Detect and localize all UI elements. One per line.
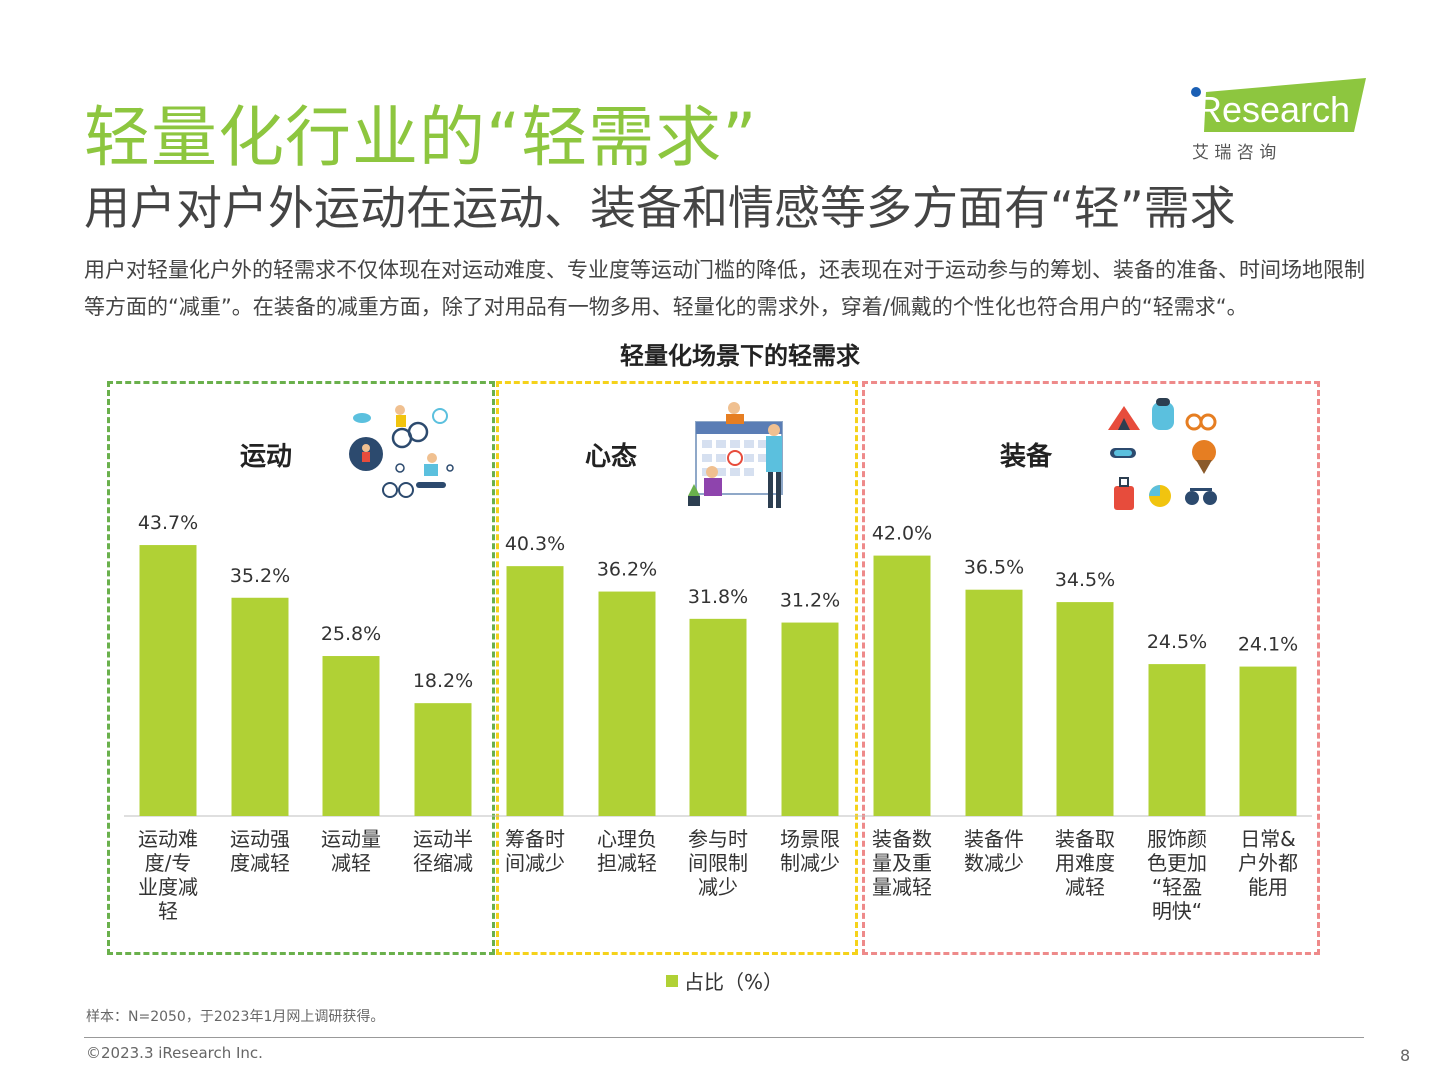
bar-4 [506,566,564,816]
group-label-mind: 心态 [585,442,638,472]
gear-illustration [1104,396,1224,516]
value-label-9: 36.5% [964,557,1024,579]
page-description: 用户对轻量化户外的轻需求不仅体现在对运动难度、专业度等运动门槛的降低，还表现在对… [84,258,1365,319]
page-number: 8 [1400,1046,1411,1065]
bar-9 [965,589,1023,816]
bar-0 [139,545,197,816]
tick-label-11: 服饰颜色更加“轻盈明快“ [1147,827,1207,923]
bar-2 [322,656,380,816]
bar-6 [689,618,747,816]
tick-label-12: 日常&户外都能用 [1238,827,1298,899]
tick-label-5: 心理负担减轻 [597,827,657,875]
bar-3 [414,703,472,816]
group-box-mind [496,381,858,955]
copyright: ©2023.3 iResearch Inc. [86,1044,263,1062]
iresearch-logo: iResearch 艾 瑞 咨 询 [1186,74,1376,164]
bar-7 [781,622,839,816]
tick-label-0: 运动难度/专业度减轻 [138,827,198,923]
group-box-sport [107,381,495,955]
bar-11 [1148,664,1206,816]
value-label-12: 24.1% [1238,634,1298,656]
group-label-sport: 运动 [240,442,293,472]
bar-8 [873,555,931,816]
value-label-6: 31.8% [688,586,748,608]
value-label-8: 42.0% [872,523,932,545]
value-label-4: 40.3% [505,533,565,555]
tick-label-10: 装备取用难度减轻 [1055,827,1115,899]
group-label-gear: 装备 [1000,442,1053,472]
bar-10 [1056,602,1114,816]
sample-note: 样本：N=2050，于2023年1月网上调研获得。 [86,1009,385,1025]
logo-cn-text: 艾 瑞 咨 询 [1192,143,1276,163]
sport-illustration [340,402,460,512]
tick-label-3: 运动半径缩减 [413,827,473,875]
value-label-1: 35.2% [230,565,290,587]
value-label-2: 25.8% [321,623,381,645]
value-label-5: 36.2% [597,559,657,581]
value-label-3: 18.2% [413,670,473,692]
bar-1 [231,597,289,816]
group-box-gear [862,381,1320,955]
value-label-7: 31.2% [780,590,840,612]
logo-brand-text: iResearch [1188,89,1350,130]
tick-label-2: 运动量减轻 [321,827,381,875]
calendar-illustration [682,400,802,514]
value-label-10: 34.5% [1055,569,1115,591]
tick-label-9: 装备件数减少 [964,827,1024,875]
tick-label-7: 场景限制减少 [780,827,840,875]
value-label-0: 43.7% [138,512,198,534]
page-title: 轻量化行业的“轻需求” [84,99,758,176]
tick-label-1: 运动强度减轻 [230,827,290,875]
chart-legend: 占比（%） [666,966,783,995]
page-subtitle: 用户对户外运动在运动、装备和情感等多方面有“轻”需求 [84,181,1236,235]
value-label-11: 24.5% [1147,631,1207,653]
bar-12 [1239,666,1297,816]
chart-title: 轻量化场景下的轻需求 [620,342,860,370]
legend-swatch [666,974,678,987]
tick-label-6: 参与时间限制减少 [688,827,748,899]
footer-divider [84,1037,1364,1038]
tick-label-4: 筹备时间减少 [505,827,565,875]
bar-5 [598,591,656,816]
legend-label: 占比（%） [684,970,784,994]
tick-label-8: 装备数量及重量减轻 [872,827,932,899]
